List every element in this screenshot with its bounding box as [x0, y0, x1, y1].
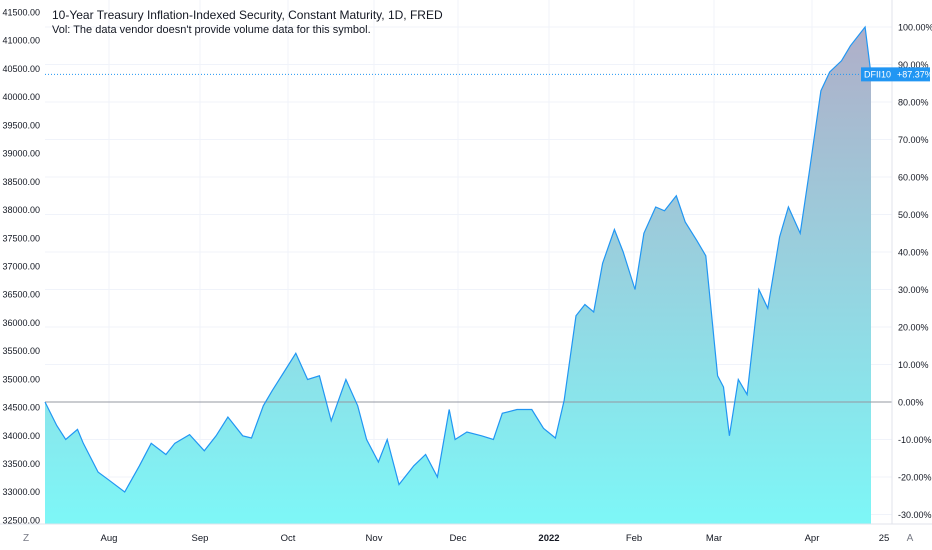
price-tag-box	[861, 67, 930, 82]
x-tick-label: Feb	[626, 533, 642, 544]
right-tick-label: 80.00%	[898, 98, 929, 108]
auto-scale-button[interactable]: A	[907, 533, 914, 544]
x-tick-label: 2022	[538, 533, 559, 544]
right-tick-label: 100.00%	[898, 23, 932, 33]
right-tick-label: 70.00%	[898, 135, 929, 145]
x-tick-label: Dec	[450, 533, 467, 544]
left-axis: 41500.00 41000.00 40500.00 40000.00 39500.00…	[2, 8, 40, 526]
left-tick-label: 34500.00	[2, 403, 40, 413]
price-tag: DFII10 +87.37%	[861, 67, 932, 82]
x-tick-label: Mar	[706, 533, 722, 544]
left-tick-label: 32500.00	[2, 515, 40, 525]
right-tick-label: -30.00%	[898, 510, 932, 520]
left-tick-label: 39000.00	[2, 149, 40, 159]
right-axis: 100.00% 90.00% 80.00% 70.00% 60.00% 50.00% 40.…	[898, 23, 932, 521]
left-tick-label: 39500.00	[2, 120, 40, 130]
left-tick-label: 37000.00	[2, 261, 40, 271]
left-tick-label: 34000.00	[2, 431, 40, 441]
left-tick-label: 38000.00	[2, 205, 40, 215]
right-tick-label: 20.00%	[898, 323, 929, 333]
left-tick-label: 40500.00	[2, 64, 40, 74]
x-tick-label: Oct	[281, 533, 296, 544]
x-tick-label: Aug	[101, 533, 118, 544]
x-tick-label: Sep	[192, 533, 209, 544]
right-tick-label: -10.00%	[898, 435, 932, 445]
right-tick-label: 30.00%	[898, 285, 929, 295]
left-tick-label: 36500.00	[2, 290, 40, 300]
volume-note: Vol: The data vendor doesn't provide vol…	[52, 24, 371, 36]
left-tick-label: 41500.00	[2, 8, 40, 18]
series-line	[44, 25, 872, 493]
right-tick-label: 40.00%	[898, 248, 929, 258]
left-tick-label: 35500.00	[2, 346, 40, 356]
right-tick-label: 90.00%	[898, 60, 929, 70]
left-tick-label: 33000.00	[2, 487, 40, 497]
left-tick-label: 33500.00	[2, 459, 40, 469]
right-tick-label: 50.00%	[898, 210, 929, 220]
left-tick-label: 40000.00	[2, 92, 40, 102]
legend: 10-Year Treasury Inflation-Indexed Secur…	[52, 8, 443, 36]
right-tick-label: -20.00%	[898, 473, 932, 483]
area-fill	[45, 27, 871, 524]
left-tick-label: 37500.00	[2, 233, 40, 243]
left-tick-label: 35000.00	[2, 374, 40, 384]
left-tick-label: 41000.00	[2, 36, 40, 46]
left-tick-label: 38500.00	[2, 177, 40, 187]
zoom-left-button[interactable]: Z	[23, 533, 29, 544]
time-axis: Aug Sep Oct Nov Dec 2022 Feb Mar Apr 25	[101, 533, 890, 544]
price-tag-value: +87.37%	[897, 69, 932, 79]
right-tick-label: 10.00%	[898, 360, 929, 370]
price-tag-symbol: DFII10	[864, 69, 891, 79]
x-tick-label: Nov	[366, 533, 383, 544]
chart-title: 10-Year Treasury Inflation-Indexed Secur…	[52, 8, 443, 22]
x-tick-label: 25	[879, 533, 890, 544]
right-tick-label: 60.00%	[898, 173, 929, 183]
left-tick-label: 36000.00	[2, 318, 40, 328]
right-tick-label: 0.00%	[898, 398, 924, 408]
x-tick-label: Apr	[805, 533, 820, 544]
